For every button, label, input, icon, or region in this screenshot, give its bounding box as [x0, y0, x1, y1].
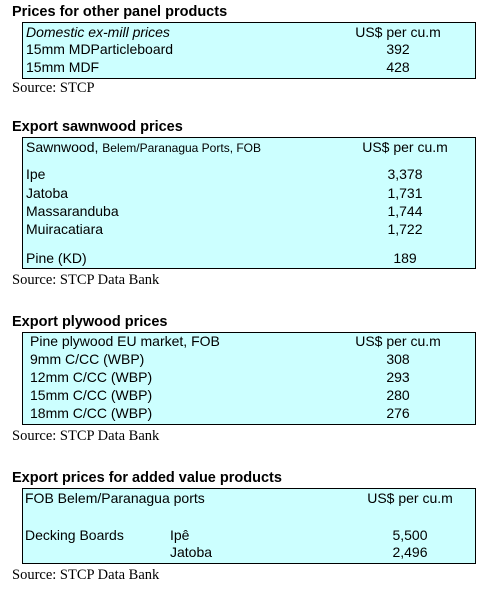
source: Source: STCP Data Bank	[12, 272, 160, 288]
header-label: Sawnwood, Belem/Paranagua Ports, FOB	[26, 138, 261, 156]
header-label: Pine plywood EU market, FOB	[30, 333, 220, 349]
header-label-detail: Belem/Paranagua Ports, FOB	[102, 141, 262, 155]
row-label: 15mm MDF	[26, 59, 100, 75]
source: Source: STCP	[12, 80, 95, 96]
row-label: Jatoba	[170, 544, 213, 560]
row-label: 18mm C/CC (WBP)	[30, 405, 153, 421]
row-label: 12mm C/CC (WBP)	[30, 369, 153, 385]
row-value: 2,496	[392, 544, 428, 560]
header-label-main: Sawnwood,	[26, 139, 99, 155]
row-value: 428	[386, 59, 410, 75]
row-value: 280	[386, 387, 410, 403]
table-box	[22, 22, 476, 79]
row-label: Pine (KD)	[26, 250, 87, 266]
row-value: 1,731	[387, 185, 423, 201]
row-value: 392	[386, 41, 410, 57]
table-box	[22, 137, 476, 269]
header-unit: US$ per cu.m	[367, 490, 453, 506]
table-box	[22, 332, 476, 425]
row-value: 1,722	[387, 221, 423, 237]
header-unit: US$ per cu.m	[355, 24, 441, 40]
row-label: 15mm MDParticleboard	[26, 41, 174, 57]
row-label: 15mm C/CC (WBP)	[30, 387, 153, 403]
table-box	[22, 488, 476, 564]
row-label: Ipê	[170, 527, 190, 543]
header-label: FOB Belem/Paranagua ports	[25, 490, 205, 506]
header-unit: US$ per cu.m	[362, 139, 448, 155]
row-value: 276	[386, 405, 410, 421]
section-title: Export sawnwood prices	[12, 119, 183, 135]
product-label: Decking Boards	[25, 527, 124, 543]
source: Source: STCP Data Bank	[12, 428, 160, 444]
row-label: Jatoba	[26, 185, 69, 201]
header-unit: US$ per cu.m	[355, 333, 441, 349]
row-label: Massaranduba	[26, 203, 119, 219]
row-label: 9mm C/CC (WBP)	[30, 351, 145, 367]
row-value: 1,744	[387, 203, 423, 219]
row-label: Muiracatiara	[26, 221, 104, 237]
row-label: Ipe	[26, 166, 46, 182]
row-value: 308	[386, 351, 410, 367]
row-value: 189	[393, 250, 417, 266]
source: Source: STCP Data Bank	[12, 567, 160, 583]
row-value: 5,500	[392, 527, 428, 543]
row-value: 3,378	[387, 166, 423, 182]
row-value: 293	[386, 369, 410, 385]
section-title: Export plywood prices	[12, 314, 168, 330]
header-label: Domestic ex-mill prices	[26, 24, 170, 40]
section-title: Export prices for added value products	[12, 470, 282, 486]
section-title: Prices for other panel products	[12, 4, 228, 20]
